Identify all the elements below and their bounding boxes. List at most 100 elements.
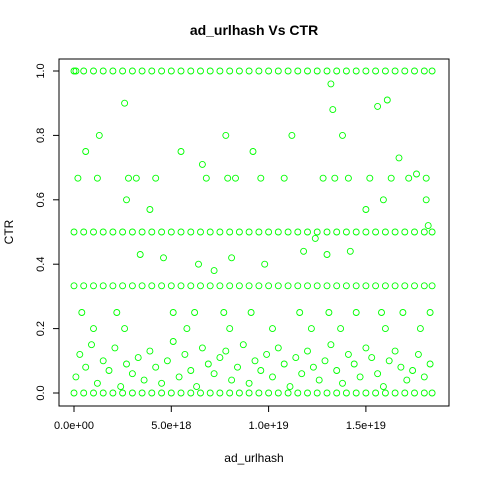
data-point [344, 174, 352, 182]
data-point [160, 254, 167, 262]
data-point [381, 389, 389, 397]
data-point [123, 360, 130, 368]
data-point [177, 228, 185, 236]
data-point [428, 282, 436, 290]
data-point [296, 309, 304, 316]
data-point [385, 357, 393, 365]
data-point [420, 389, 428, 397]
data-point [383, 96, 391, 104]
data-point [280, 360, 288, 368]
data-point [294, 228, 302, 236]
data-point [202, 174, 210, 182]
data-point [307, 325, 315, 333]
data-point [158, 389, 166, 397]
data-point [197, 67, 204, 75]
data-point [313, 282, 321, 290]
data-point [90, 67, 97, 75]
chart-title: ad_urlhash Vs CTR [190, 22, 318, 38]
data-point [226, 282, 234, 290]
data-point [313, 228, 321, 236]
data-point [401, 389, 409, 397]
data-point [329, 106, 337, 114]
data-point [210, 267, 218, 275]
data-point [134, 354, 142, 362]
data-point [177, 67, 185, 75]
data-point [88, 341, 95, 349]
data-point [342, 228, 350, 236]
data-point [99, 228, 107, 236]
data-point [325, 309, 333, 316]
data-point [148, 67, 156, 75]
data-point [72, 373, 80, 381]
data-point [93, 379, 101, 387]
data-point [391, 228, 399, 236]
data-point [70, 389, 78, 397]
data-point [331, 174, 339, 182]
data-point [90, 325, 97, 333]
data-point [411, 389, 418, 397]
data-point [294, 282, 302, 290]
data-point [401, 228, 409, 236]
data-point [274, 228, 282, 236]
data-point [167, 282, 175, 290]
data-point [323, 67, 331, 75]
data-point [362, 228, 370, 236]
data-point [395, 154, 403, 162]
data-point [362, 282, 370, 290]
data-point [255, 282, 263, 290]
data-point [109, 282, 117, 290]
data-point [169, 338, 177, 345]
data-point [167, 67, 175, 75]
data-point [352, 282, 360, 290]
data-point [183, 325, 191, 333]
data-point [109, 228, 117, 236]
data-point [245, 228, 253, 236]
data-point [274, 389, 282, 397]
data-point [226, 389, 234, 397]
data-point [422, 174, 430, 182]
data-point [206, 282, 214, 290]
data-point [158, 379, 166, 387]
data-point [210, 370, 218, 378]
data-point [304, 282, 311, 290]
data-point [323, 389, 331, 397]
data-point [333, 282, 341, 290]
data-point [424, 222, 432, 230]
data-point [280, 174, 288, 182]
data-point [138, 282, 146, 290]
data-point [148, 282, 156, 290]
plot-frame [58, 58, 450, 407]
data-point [381, 67, 389, 75]
data-point [381, 282, 389, 290]
data-point [148, 389, 156, 397]
data-point [333, 67, 341, 75]
data-point [372, 389, 380, 397]
data-point [177, 282, 185, 290]
data-point [420, 228, 428, 236]
data-point [372, 67, 380, 75]
data-point [245, 282, 253, 290]
data-points [70, 67, 436, 397]
data-point [128, 282, 136, 290]
data-point [181, 350, 189, 358]
data-point [300, 247, 308, 255]
data-point [177, 389, 185, 397]
data-point [399, 309, 407, 316]
data-point [197, 282, 204, 290]
data-point [119, 67, 127, 75]
y-axis: 0.0 0.2 0.4 0.6 0.8 1.0 [35, 63, 60, 401]
data-point [95, 131, 103, 139]
data-point [235, 389, 243, 397]
data-point [284, 67, 292, 75]
data-point [119, 389, 127, 397]
data-point [261, 260, 269, 268]
data-point [379, 383, 387, 391]
data-point [125, 174, 132, 182]
data-point [226, 325, 234, 333]
y-tick-label: 0.4 [35, 257, 47, 272]
data-point [362, 344, 370, 352]
data-point [105, 367, 113, 374]
data-point [158, 67, 166, 75]
data-point [304, 228, 311, 236]
data-point [342, 389, 350, 397]
